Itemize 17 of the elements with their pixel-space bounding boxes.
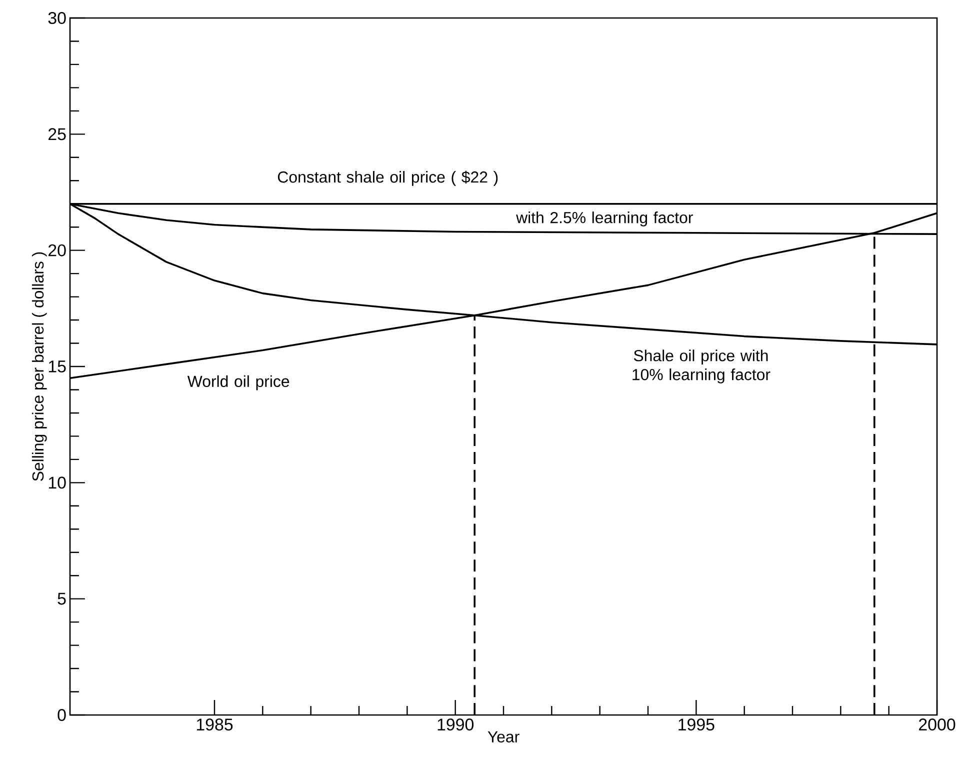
y-tick-label: 5 bbox=[58, 592, 66, 605]
x-tick-label: 1995 bbox=[678, 718, 714, 731]
y-tick-label: 0 bbox=[58, 709, 66, 721]
x-tick-label: 2000 bbox=[919, 718, 956, 731]
series-label: World oil price bbox=[187, 375, 290, 390]
y-axis-title: Selling price per barrel ( dollars ) bbox=[32, 252, 47, 481]
y-tick-label: 25 bbox=[48, 128, 66, 140]
x-tick-label: 1985 bbox=[196, 718, 233, 731]
y-tick-label: 20 bbox=[48, 244, 66, 256]
series-label: Constant shale oil price ( $22 ) bbox=[278, 170, 498, 186]
y-tick-label: 15 bbox=[48, 360, 66, 372]
series-label: with 2.5% learning factor bbox=[516, 212, 693, 226]
x-tick-label: 1990 bbox=[438, 718, 474, 731]
series-label: Shale oil price with 10% learning factor bbox=[632, 350, 770, 384]
y-tick-label: 30 bbox=[48, 12, 66, 24]
x-axis-title: Year bbox=[488, 731, 520, 742]
y-tick-label: 10 bbox=[48, 476, 66, 489]
